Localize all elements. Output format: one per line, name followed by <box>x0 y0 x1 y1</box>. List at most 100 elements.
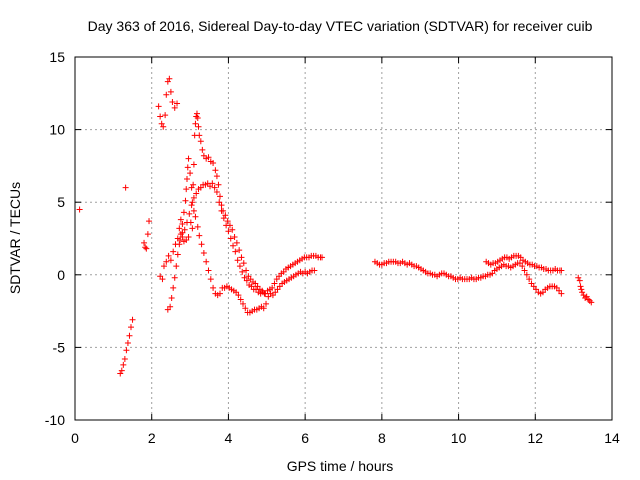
data-point <box>269 284 276 291</box>
data-point <box>182 197 189 204</box>
data-point <box>243 267 250 274</box>
data-point <box>159 276 166 283</box>
data-point <box>143 245 150 252</box>
data-point <box>184 164 191 171</box>
data-point <box>238 254 245 261</box>
series-sat-e <box>157 180 326 297</box>
data-point <box>129 316 136 323</box>
y-tick-label: -10 <box>45 412 65 428</box>
data-point <box>163 91 170 98</box>
data-point <box>213 173 220 180</box>
y-tick-label: -5 <box>53 339 66 355</box>
data-point <box>123 347 130 354</box>
data-point <box>160 263 167 270</box>
data-point <box>234 257 241 264</box>
data-point <box>240 300 247 307</box>
data-point <box>588 299 595 306</box>
data-point <box>163 258 170 265</box>
data-point <box>237 296 244 303</box>
data-point <box>157 113 164 120</box>
data-point <box>165 252 172 259</box>
data-point <box>222 212 229 219</box>
y-tick-label: 0 <box>57 267 65 283</box>
data-point <box>171 274 178 281</box>
data-point <box>183 186 190 193</box>
data-point <box>261 290 268 297</box>
series-sat-d <box>155 75 181 130</box>
x-tick-label: 14 <box>604 430 620 446</box>
data-point <box>185 155 192 162</box>
data-point <box>200 250 207 257</box>
data-point <box>176 225 183 232</box>
data-point <box>193 110 200 117</box>
data-point <box>120 361 127 368</box>
data-point <box>190 181 197 188</box>
data-point <box>190 161 197 168</box>
series-sat-b <box>117 316 136 377</box>
data-point <box>521 267 528 274</box>
data-point <box>187 170 194 177</box>
data-point <box>171 104 178 111</box>
data-point <box>124 340 131 347</box>
data-point <box>170 248 177 255</box>
data-point <box>558 267 565 274</box>
series-sat-h <box>371 258 510 283</box>
data-point <box>236 263 243 270</box>
data-point <box>220 207 227 214</box>
x-axis-label: GPS time / hours <box>287 458 394 474</box>
data-point <box>196 232 203 239</box>
data-point <box>184 175 191 182</box>
x-tick-label: 6 <box>301 430 309 446</box>
data-point <box>189 199 196 206</box>
data-point <box>233 239 240 246</box>
data-point <box>226 222 233 229</box>
data-point <box>141 239 148 246</box>
data-point <box>240 260 247 267</box>
data-point <box>260 305 267 312</box>
data-point <box>179 234 186 241</box>
x-tick-label: 8 <box>378 430 386 446</box>
data-point <box>243 277 250 284</box>
data-point <box>558 290 565 297</box>
data-point <box>186 210 193 217</box>
data-point <box>185 234 192 241</box>
series-sat-c <box>141 218 153 252</box>
data-point <box>194 223 201 230</box>
x-tick-label: 2 <box>148 430 156 446</box>
data-point <box>167 88 174 95</box>
data-point <box>168 295 175 302</box>
data-point <box>210 159 217 166</box>
data-point <box>128 324 135 331</box>
series-sat-k <box>575 274 595 306</box>
data-point <box>177 216 184 223</box>
data-point <box>216 193 223 200</box>
data-point <box>179 220 186 227</box>
data-point <box>576 277 583 284</box>
data-point <box>122 184 129 191</box>
data-point <box>205 267 212 274</box>
data-point <box>174 251 181 258</box>
data-point <box>230 242 237 249</box>
data-point <box>523 271 530 278</box>
data-point <box>195 123 202 130</box>
data-point <box>218 202 225 209</box>
data-point <box>229 226 236 233</box>
series-sat-g <box>176 110 268 297</box>
data-point <box>224 218 231 225</box>
data-point <box>210 284 217 291</box>
data-point <box>212 167 219 174</box>
data-point <box>319 254 326 261</box>
data-point <box>193 190 200 197</box>
data-point <box>311 267 318 274</box>
data-point <box>176 241 183 248</box>
data-point <box>169 99 176 106</box>
series-sat-a <box>76 184 129 213</box>
data-point <box>207 276 214 283</box>
data-point <box>231 234 238 241</box>
tick-labels: 0 2 4 6 8 10 12 14 -10 -5 0 5 10 15 <box>45 49 620 446</box>
data-point <box>189 225 196 232</box>
data-point <box>235 292 242 299</box>
y-tick-label: 15 <box>49 49 65 65</box>
series-sat-j <box>505 260 565 297</box>
